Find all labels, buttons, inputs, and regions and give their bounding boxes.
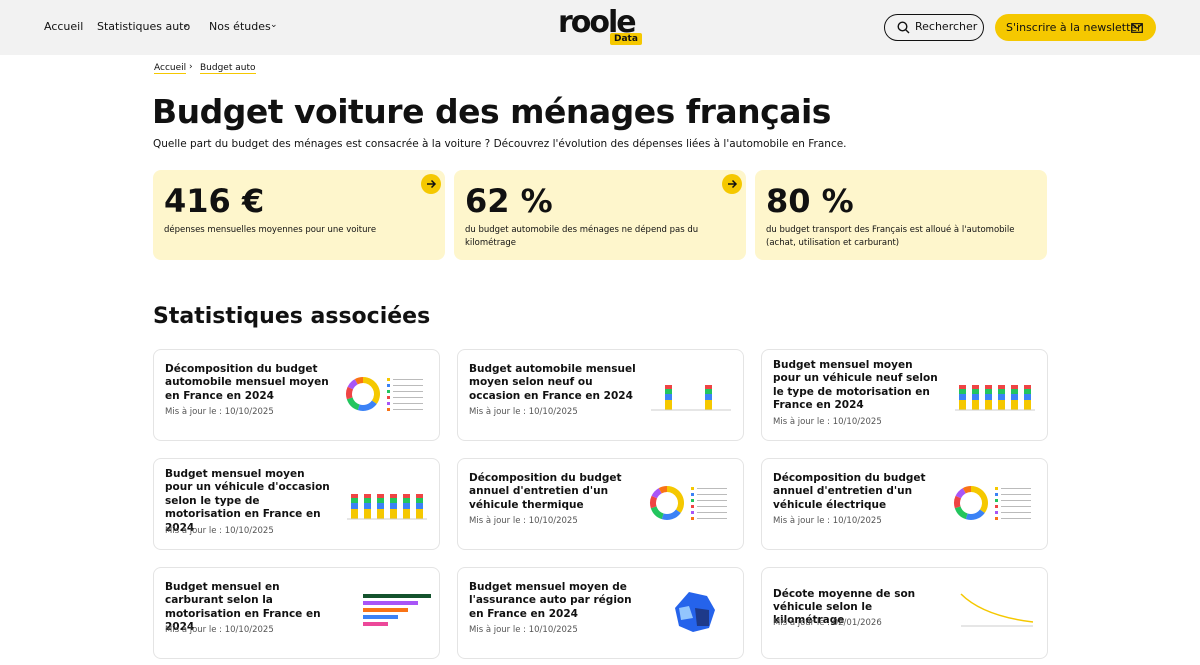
stat-card: 80 % du budget transport des Français est… (755, 170, 1047, 260)
card-thumbnail (650, 486, 727, 520)
card-date: Mis à jour le : 10/10/2025 (165, 407, 274, 418)
chevron[interactable]: ⌄ (270, 20, 278, 30)
card-date: Mis à jour le : 02/01/2026 (773, 618, 882, 629)
stat-card-link[interactable]: Budget automobile mensuel moyen selon ne… (457, 349, 744, 441)
stat-card-link[interactable]: Budget mensuel moyen pour un véhicule d'… (153, 458, 440, 550)
card-date: Mis à jour le : 10/10/2025 (773, 516, 882, 527)
stat-card[interactable]: 416 € dépenses mensuelles moyennes pour u… (153, 170, 445, 260)
card-title: Budget mensuel moyen de l'assurance auto… (469, 580, 632, 620)
card-date: Mis à jour le : 10/10/2025 (469, 516, 578, 527)
card-date: Mis à jour le : 10/10/2025 (165, 625, 274, 636)
card-date: Mis à jour le : 10/10/2025 (469, 625, 578, 636)
card-thumbnail (954, 486, 1031, 520)
stat-value: 416 € (164, 182, 265, 220)
card-title: Décote moyenne de son véhicule selon le … (773, 587, 916, 627)
arrow-icon (427, 179, 437, 189)
section-title: Statistiques associées (153, 304, 431, 329)
chevron[interactable]: ⌄ (182, 20, 190, 30)
stat-text: dépenses mensuelles moyennes pour une vo… (164, 225, 377, 235)
stat-card-link[interactable]: Décomposition du budget annuel d'entreti… (457, 458, 744, 550)
arrow-button[interactable] (421, 174, 441, 194)
breadcrumb-link[interactable]: Accueil (154, 63, 187, 74)
card-thumbnail (955, 385, 1035, 411)
card-title: Décomposition du budget automobile mensu… (165, 362, 329, 402)
stat-card-link[interactable]: Budget mensuel moyen de l'assurance auto… (457, 567, 744, 659)
card-thumbnail (960, 593, 1034, 627)
card-title: Décomposition du budget annuel d'entreti… (469, 471, 622, 511)
newsletter-label: S'inscrire à la newsletter (1006, 21, 1142, 34)
arrow-button[interactable] (722, 174, 742, 194)
page-title: Budget voiture des ménages français (152, 92, 831, 131)
stat-card[interactable]: 62 % du budget automobile des ménages ne … (454, 170, 746, 260)
card-thumbnail (346, 377, 423, 411)
stat-card-link[interactable]: Budget mensuel moyen pour un véhicule ne… (761, 349, 1048, 441)
card-thumbnail (347, 494, 427, 520)
nav-link[interactable]: Statistiques auto (97, 20, 191, 33)
navbar: Accueil Statistiques auto ⌄ Nos études ⌄… (0, 0, 1200, 55)
card-thumbnail (675, 592, 715, 632)
search-button[interactable]: Rechercher (884, 14, 984, 41)
search-label: Rechercher (915, 20, 978, 33)
newsletter-button[interactable]: S'inscrire à la newsletter (995, 14, 1156, 41)
card-title: Budget mensuel moyen pour un véhicule d'… (165, 468, 330, 534)
breadcrumb-link[interactable]: Budget auto (200, 63, 256, 74)
stat-text: du budget automobile des ménages ne dépe… (465, 225, 699, 248)
breadcrumb-separator: › (189, 62, 193, 72)
card-title: Budget automobile mensuel moyen selon ne… (469, 362, 636, 402)
card-date: Mis à jour le : 10/10/2025 (773, 416, 882, 427)
card-date: Mis à jour le : 10/10/2025 (165, 525, 274, 536)
nav-link[interactable]: Nos études (209, 20, 271, 33)
card-title: Budget mensuel en carburant selon la mot… (165, 580, 321, 634)
arrow-icon (728, 179, 738, 189)
nav-link[interactable]: Accueil (44, 20, 84, 33)
stat-value: 62 % (465, 182, 553, 220)
stat-card-link[interactable]: Décomposition du budget automobile mensu… (153, 349, 440, 441)
stat-card-link[interactable]: Décomposition du budget annuel d'entreti… (761, 458, 1048, 550)
stat-value: 80 % (766, 182, 854, 220)
logo[interactable]: roole (558, 5, 637, 40)
stat-text: du budget transport des Français est all… (766, 225, 1015, 248)
page-subtitle: Quelle part du budget des ménages est co… (153, 138, 847, 150)
logo-tag: Data (610, 33, 642, 45)
card-date: Mis à jour le : 10/10/2025 (469, 407, 578, 418)
card-title: Décomposition du budget annuel d'entreti… (773, 471, 926, 511)
card-thumbnail (363, 594, 431, 626)
stat-card-link[interactable]: Budget mensuel en carburant selon la mot… (153, 567, 440, 659)
card-title: Budget mensuel moyen pour un véhicule ne… (773, 359, 938, 412)
search-icon (897, 21, 910, 34)
mail-icon (1131, 23, 1143, 33)
stat-card-link[interactable]: Décote moyenne de son véhicule selon le … (761, 567, 1048, 659)
card-thumbnail (651, 385, 731, 411)
